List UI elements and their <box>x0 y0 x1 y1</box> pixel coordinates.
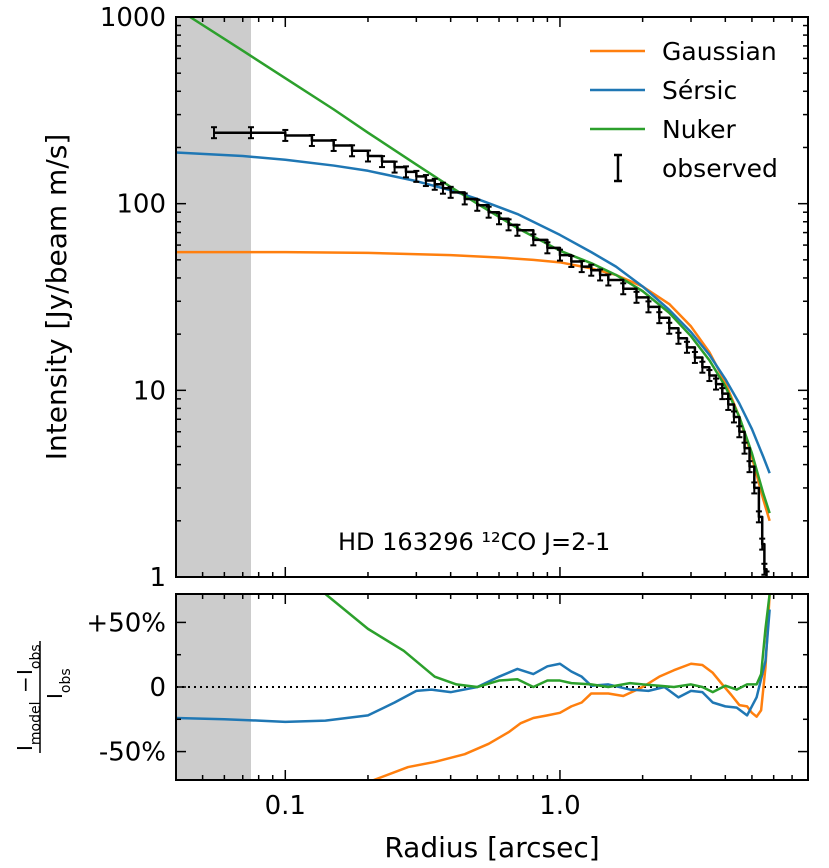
top-panel-y-axis-label: Intensity [Jy/beam m/s] <box>40 134 73 461</box>
observed-errorbar <box>713 377 720 391</box>
residual-label-denominator: Iobs <box>43 668 74 699</box>
top-panel-series <box>176 17 771 577</box>
observed-errorbar <box>544 241 551 255</box>
observed-errorbar <box>633 290 640 304</box>
top-panel-shaded-region <box>176 17 251 577</box>
observed-errorbar <box>719 387 726 401</box>
observed-errorbar <box>763 570 770 577</box>
observed-errorbar <box>691 350 698 364</box>
observed-errorbar <box>656 311 663 325</box>
series-sersic-line <box>176 151 771 474</box>
y-tick-label: 10 <box>133 376 166 406</box>
top-panel-annotation: HD 163296 ¹²CO J=2-1 <box>338 528 610 556</box>
observed-errorbar <box>210 126 217 140</box>
observed-errorbar <box>391 160 398 174</box>
observed-errorbar <box>620 282 627 296</box>
residual-gaussian-line <box>373 594 771 780</box>
top-panel-ticks: 1 10 100 1000 <box>100 3 809 593</box>
observed-errorbar <box>568 255 575 268</box>
residual-y-tick-label: -50% <box>99 738 166 768</box>
observed-errorbar <box>413 169 420 183</box>
legend-label: Nuker <box>662 115 737 144</box>
legend-label: Sérsic <box>662 76 737 105</box>
observed-errorbar <box>725 397 732 411</box>
x-axis-label: Radius [arcsec] <box>384 831 599 864</box>
residual-label-minus: − <box>13 676 37 693</box>
legend-item-nuker: Nuker <box>590 115 737 144</box>
legend-item-gaussian: Gaussian <box>590 37 777 66</box>
observed-errorbar <box>597 268 604 282</box>
observed-errorbar <box>496 212 503 226</box>
observed-errorbar <box>741 441 748 455</box>
y-tick-label: 1000 <box>100 3 166 33</box>
observed-errorbar <box>349 144 356 158</box>
observed-errorbar <box>746 460 753 474</box>
observed-errorbar <box>379 155 386 169</box>
observed-errorbar <box>699 360 706 374</box>
residual-y-tick-label: 0 <box>149 673 166 703</box>
observed-errorbar <box>588 263 595 277</box>
observed-errorbar <box>422 174 429 188</box>
observed-errorbar <box>605 273 612 287</box>
top-panel-frame <box>175 16 809 578</box>
observed-errorbar <box>505 218 512 232</box>
observed-errorbar <box>675 331 682 345</box>
legend-label: Gaussian <box>662 37 777 66</box>
legend-item-sersic: Sérsic <box>590 76 737 105</box>
observed-errorbar <box>402 165 409 179</box>
observed-errorbar <box>461 192 468 206</box>
observed-errorbar <box>645 300 652 314</box>
y-tick-label: 100 <box>116 190 166 220</box>
series-observed-line <box>213 131 768 577</box>
observed-errorbar <box>683 340 690 354</box>
observed-errorbar <box>759 537 766 551</box>
x-tick-label: 1.0 <box>539 791 580 821</box>
observed-errorbar <box>578 260 585 274</box>
series-gaussian-line <box>176 250 771 522</box>
bottom-panel-frame <box>175 593 809 781</box>
observed-errorbar <box>730 410 737 424</box>
x-tick-label: 0.1 <box>265 791 306 821</box>
observed-errorbar <box>556 248 563 262</box>
observed-errorbar <box>736 425 743 439</box>
observed-errorbar <box>330 138 337 152</box>
observed-errorbar <box>751 481 758 495</box>
residual-sersic-line <box>176 609 771 724</box>
residual-nuker-line <box>324 594 771 694</box>
observed-errorbar <box>247 126 254 140</box>
residual-y-tick-label: +50% <box>86 608 166 638</box>
observed-errorbar <box>447 185 454 199</box>
top-panel: 1 10 100 1000 HD 163296 ¹²CO J=2-1 Gaussian… <box>40 3 809 593</box>
observed-errorbar <box>755 510 762 524</box>
legend-label: observed <box>662 154 778 183</box>
observed-errorbar <box>439 181 446 195</box>
observed-errorbar <box>431 177 438 191</box>
y-tick-label: 1 <box>149 563 166 593</box>
observed-errorbar <box>485 205 492 219</box>
observed-errorbar <box>308 134 315 147</box>
legend-item-observed: observed <box>614 153 778 183</box>
observed-errorbar <box>474 198 481 212</box>
observed-errorbar <box>514 223 521 237</box>
observed-errorbar <box>706 369 713 383</box>
observed-errorbar <box>666 321 673 335</box>
bottom-panel-series <box>176 594 771 780</box>
observed-errorbar <box>530 233 537 247</box>
legend: Gaussian Sérsic Nuker observed <box>590 37 778 183</box>
observed-errorbar <box>364 149 371 163</box>
observed-errorbar <box>282 128 289 142</box>
